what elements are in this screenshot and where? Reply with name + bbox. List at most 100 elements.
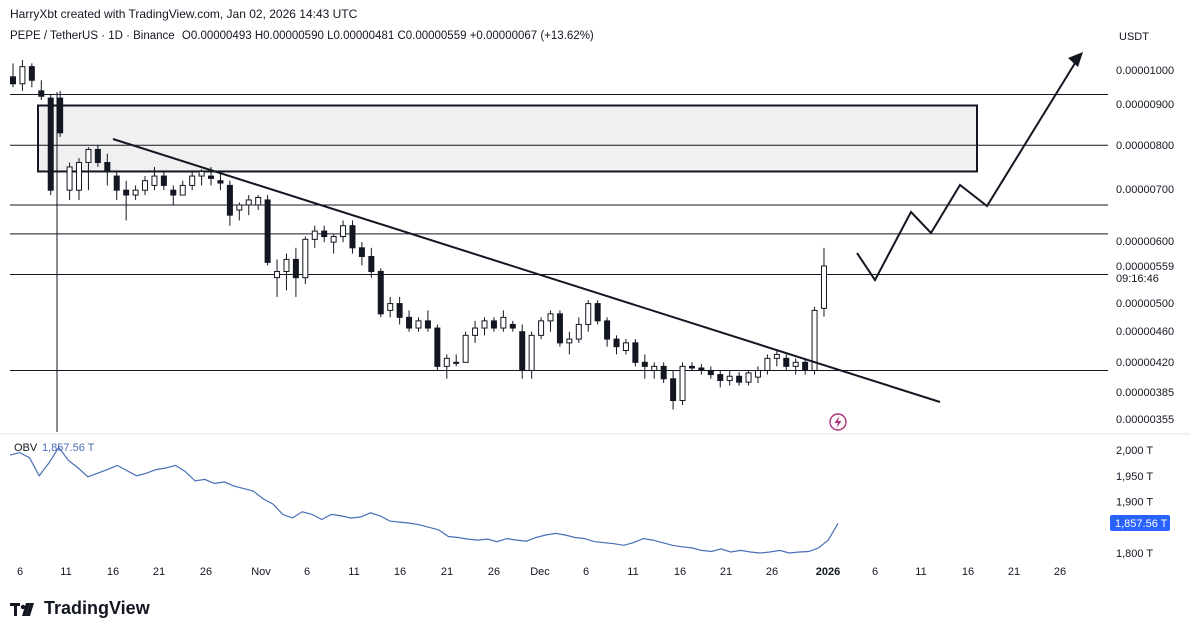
candle[interactable] bbox=[717, 370, 724, 388]
symbol-pair[interactable]: PEPE / TetherUS · 1D · Binance bbox=[10, 30, 175, 42]
candle[interactable] bbox=[406, 310, 413, 332]
candle[interactable] bbox=[622, 339, 629, 355]
candle[interactable] bbox=[500, 310, 507, 332]
candle[interactable] bbox=[726, 370, 733, 386]
candle[interactable] bbox=[594, 300, 601, 325]
candle[interactable] bbox=[538, 317, 545, 340]
candle[interactable] bbox=[198, 169, 205, 186]
candle[interactable] bbox=[38, 80, 45, 100]
obv-axis[interactable]: 2,000 T 1,950 T 1,900 T 1,800 T bbox=[1116, 445, 1153, 560]
candle[interactable] bbox=[792, 358, 799, 375]
candle[interactable] bbox=[94, 145, 101, 167]
candle[interactable] bbox=[226, 180, 233, 226]
candle[interactable] bbox=[142, 176, 149, 196]
candle[interactable] bbox=[217, 173, 224, 191]
projection-path-arrow[interactable] bbox=[856, 54, 1081, 282]
price-axis[interactable]: 0.00001000 0.00000900 0.00000800 0.00000700… bbox=[1116, 65, 1174, 426]
candle[interactable] bbox=[443, 354, 450, 379]
candle[interactable] bbox=[490, 317, 497, 332]
candle[interactable] bbox=[245, 195, 252, 216]
time-axis[interactable]: 6 11 16 21 26 Nov 6 11 16 21 26 Dec 6 11 16 21 26 2026 6 11… bbox=[17, 566, 1066, 578]
candle[interactable] bbox=[641, 354, 648, 379]
candle[interactable] bbox=[820, 247, 827, 317]
candle[interactable] bbox=[274, 259, 281, 297]
candle[interactable] bbox=[434, 324, 441, 371]
candle[interactable] bbox=[340, 220, 347, 243]
flash-icon[interactable] bbox=[829, 413, 847, 431]
candle[interactable] bbox=[556, 310, 563, 347]
candle[interactable] bbox=[802, 358, 809, 375]
candle[interactable] bbox=[28, 63, 35, 88]
price-axis-label: 0.00000420 bbox=[1116, 357, 1174, 369]
candle[interactable] bbox=[19, 60, 26, 91]
candle[interactable] bbox=[10, 63, 16, 88]
candle[interactable] bbox=[66, 162, 73, 200]
candle[interactable] bbox=[519, 324, 526, 379]
candle[interactable] bbox=[47, 94, 54, 196]
candle[interactable] bbox=[424, 310, 431, 332]
candle[interactable] bbox=[453, 354, 460, 367]
candle[interactable] bbox=[773, 350, 780, 367]
candle[interactable] bbox=[349, 220, 356, 254]
candle[interactable] bbox=[585, 300, 592, 332]
resistance-zone[interactable] bbox=[37, 104, 978, 173]
candle[interactable] bbox=[189, 171, 196, 191]
candle[interactable] bbox=[670, 370, 677, 410]
candle[interactable] bbox=[104, 153, 111, 186]
candle[interactable] bbox=[302, 236, 309, 284]
candle[interactable] bbox=[754, 366, 761, 384]
candle[interactable] bbox=[745, 370, 752, 386]
descending-trendline[interactable] bbox=[112, 138, 941, 403]
candle[interactable] bbox=[764, 354, 771, 375]
candle[interactable] bbox=[151, 166, 158, 191]
candle[interactable] bbox=[528, 331, 535, 379]
candle[interactable] bbox=[660, 362, 667, 384]
candle[interactable] bbox=[462, 331, 469, 363]
candle[interactable] bbox=[377, 268, 384, 318]
candle[interactable] bbox=[236, 202, 243, 221]
candle[interactable] bbox=[160, 171, 167, 191]
candle[interactable] bbox=[113, 171, 120, 200]
candle[interactable] bbox=[76, 158, 83, 200]
candle[interactable] bbox=[330, 233, 337, 254]
candle[interactable] bbox=[688, 362, 695, 371]
candle[interactable] bbox=[698, 363, 705, 375]
candle[interactable] bbox=[472, 320, 479, 343]
candle[interactable] bbox=[396, 296, 403, 325]
candle[interactable] bbox=[292, 247, 299, 297]
candle[interactable] bbox=[613, 335, 620, 355]
currency-label[interactable]: USDT bbox=[1119, 31, 1149, 43]
candle[interactable] bbox=[368, 247, 375, 278]
candle[interactable] bbox=[321, 225, 328, 243]
candle[interactable] bbox=[132, 185, 139, 200]
candle[interactable] bbox=[170, 185, 177, 205]
tradingview-logo[interactable]: TradingView bbox=[10, 598, 150, 619]
candle[interactable] bbox=[57, 90, 64, 137]
ohlc-close: C0.00000559 bbox=[397, 30, 467, 42]
candle[interactable] bbox=[481, 317, 488, 336]
candle-body-down bbox=[688, 365, 695, 369]
candle[interactable] bbox=[415, 317, 422, 332]
candle[interactable] bbox=[783, 354, 790, 371]
candle[interactable] bbox=[811, 306, 818, 375]
candle[interactable] bbox=[632, 339, 639, 367]
candle[interactable] bbox=[604, 317, 611, 347]
candle[interactable] bbox=[255, 195, 262, 211]
candle[interactable] bbox=[736, 372, 743, 386]
candle[interactable] bbox=[179, 180, 186, 196]
candle[interactable] bbox=[575, 317, 582, 343]
candle[interactable] bbox=[566, 331, 573, 355]
candle[interactable] bbox=[707, 366, 714, 379]
candle[interactable] bbox=[311, 225, 318, 248]
candle[interactable] bbox=[547, 310, 554, 332]
candle[interactable] bbox=[283, 253, 290, 291]
candle[interactable] bbox=[509, 320, 516, 332]
candle[interactable] bbox=[123, 180, 130, 221]
candle[interactable] bbox=[651, 362, 658, 379]
candle[interactable] bbox=[85, 147, 92, 191]
candle[interactable] bbox=[264, 195, 271, 266]
candle[interactable] bbox=[358, 242, 365, 266]
candle[interactable] bbox=[387, 296, 394, 318]
candle[interactable] bbox=[679, 362, 686, 406]
